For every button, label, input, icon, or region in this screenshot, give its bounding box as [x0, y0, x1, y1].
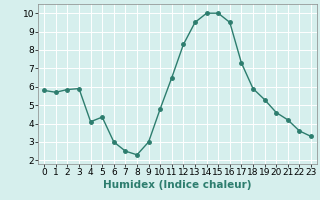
- X-axis label: Humidex (Indice chaleur): Humidex (Indice chaleur): [103, 180, 252, 190]
